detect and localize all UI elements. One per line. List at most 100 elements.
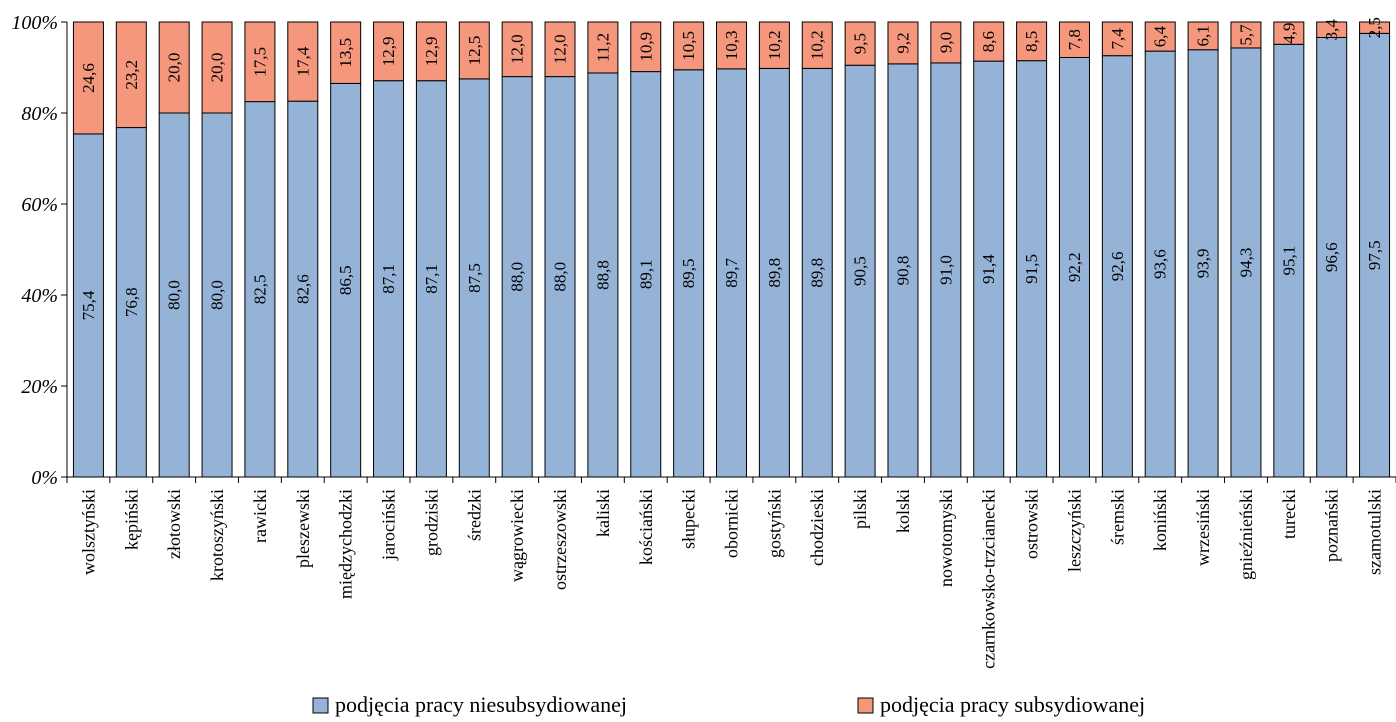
data-label-subsydiowanej: 6,4 [1151, 25, 1170, 47]
data-label-niesubsydiowanej: 82,5 [250, 274, 269, 304]
bar-segment-subsydiowanej [1058, 21, 1090, 58]
category-label: kolski [893, 489, 913, 533]
category-label: rawicki [250, 489, 270, 543]
data-label-subsydiowanej: 12,9 [422, 36, 441, 66]
y-tick-label: 0% [31, 467, 58, 489]
data-label-subsydiowanej: 10,2 [765, 30, 784, 60]
data-label-niesubsydiowanej: 88,0 [551, 262, 570, 292]
data-label-niesubsydiowanej: 89,5 [679, 259, 698, 289]
bar-segment-subsydiowanej [1144, 21, 1176, 52]
category-label: leszczyński [1064, 489, 1084, 572]
data-label-niesubsydiowanej: 89,8 [808, 258, 827, 288]
bar-segment-subsydiowanej [287, 21, 319, 102]
data-label-subsydiowanej: 10,2 [808, 30, 827, 60]
data-label-subsydiowanej: 7,8 [1065, 29, 1084, 50]
bar-segment-niesubsydiowanej [716, 68, 747, 478]
y-tick-label: 40% [21, 285, 58, 307]
bar-segment-subsydiowanej [1230, 21, 1262, 49]
bar-segment-subsydiowanej [330, 21, 362, 84]
bar-segment-subsydiowanej [115, 21, 147, 129]
data-label-subsydiowanej: 8,5 [1022, 31, 1041, 52]
category-label: jarociński [379, 489, 399, 561]
category-label: czarnkowsko-trzcianecki [979, 489, 999, 669]
y-tick-label: 20% [21, 376, 58, 398]
data-label-subsydiowanej: 9,5 [851, 33, 870, 54]
bar-segment-subsydiowanej [887, 21, 919, 65]
data-label-subsydiowanej: 6,1 [1194, 25, 1213, 46]
data-label-niesubsydiowanej: 91,5 [1022, 254, 1041, 284]
bar-segment-niesubsydiowanej [544, 76, 576, 478]
data-label-subsydiowanej: 10,3 [722, 31, 741, 61]
bar-segment-subsydiowanej [72, 21, 104, 135]
bar-segment-subsydiowanej [758, 21, 790, 69]
bar-segment-niesubsydiowanej [630, 71, 662, 478]
data-label-niesubsydiowanej: 94,3 [1236, 248, 1255, 278]
y-tick-label: 80% [21, 103, 58, 125]
data-label-niesubsydiowanej: 97,5 [1365, 240, 1384, 270]
bar-segment-niesubsydiowanej [930, 62, 962, 478]
category-label: koniński [1150, 489, 1170, 551]
data-label-subsydiowanej: 12,0 [551, 34, 570, 64]
bar-segment-niesubsydiowanej [1359, 32, 1391, 478]
bar-segment-niesubsydiowanej [1187, 49, 1219, 478]
bar-segment-niesubsydiowanej [801, 67, 833, 478]
legend-label: podjęcia pracy subsydiowanej [880, 692, 1145, 717]
data-label-niesubsydiowanej: 90,5 [851, 256, 870, 286]
category-label: krotoszyński [207, 489, 227, 581]
data-label-subsydiowanej: 9,2 [893, 32, 912, 53]
data-label-subsydiowanej: 5,7 [1236, 24, 1255, 46]
bar-segment-niesubsydiowanej [115, 127, 147, 478]
category-label: wolsztyński [78, 489, 98, 575]
y-tick-label: 60% [21, 194, 58, 216]
data-label-subsydiowanej: 20,0 [165, 53, 184, 83]
data-label-subsydiowanej: 2,5 [1365, 17, 1384, 38]
bar-segment-subsydiowanej [1316, 21, 1348, 38]
data-label-subsydiowanej: 12,9 [379, 36, 398, 66]
bar-segment-subsydiowanej [801, 21, 833, 69]
data-label-subsydiowanej: 9,0 [936, 32, 955, 53]
data-label-niesubsydiowanej: 76,8 [122, 287, 141, 317]
data-label-subsydiowanej: 17,5 [250, 47, 269, 77]
bar-segment-subsydiowanej [673, 21, 705, 71]
data-label-subsydiowanej: 12,5 [465, 36, 484, 66]
data-label-niesubsydiowanej: 87,1 [379, 264, 398, 294]
bar-segment-niesubsydiowanej [587, 72, 619, 478]
bar-segment-subsydiowanej [630, 21, 662, 73]
bar-segment-niesubsydiowanej [201, 112, 233, 478]
bar-segment-subsydiowanej [844, 21, 876, 66]
bar-segment-subsydiowanej [415, 21, 447, 82]
data-label-niesubsydiowanej: 92,2 [1065, 252, 1084, 282]
category-label: śremski [1107, 489, 1127, 545]
bar-segment-subsydiowanej [930, 21, 962, 64]
bars: 75,4 24,6 76,8 23,2 80,0 20,0 80,0 20,0 82,5 17,5… [72, 17, 1391, 478]
bar-segment-niesubsydiowanej [458, 78, 490, 478]
data-label-niesubsydiowanej: 95,1 [1279, 246, 1298, 276]
bar-segment-niesubsydiowanej [72, 133, 104, 478]
legend: podjęcia pracy niesubsydiowanej podjęcia … [312, 692, 1145, 717]
bar-segment-niesubsydiowanej [1016, 60, 1048, 478]
bar-segment-niesubsydiowanej [330, 82, 362, 478]
bar-segment-niesubsydiowanej [844, 64, 876, 478]
data-label-subsydiowanej: 10,9 [636, 32, 655, 62]
category-label: słupecki [679, 489, 699, 549]
bar-segment-subsydiowanej [373, 21, 405, 82]
bar-segment-subsydiowanej [1101, 21, 1133, 57]
bar-segment-niesubsydiowanej [501, 76, 533, 478]
bar-segment-subsydiowanej [1187, 21, 1219, 51]
legend-label: podjęcia pracy niesubsydiowanej [335, 692, 627, 717]
category-labels: wolsztyński kępiński złotowski krotoszyński… [78, 489, 1384, 669]
category-label: pleszewski [293, 489, 313, 568]
bar-segment-subsydiowanej [587, 21, 619, 74]
bar-segment-subsydiowanej [158, 21, 190, 114]
bar-segment-niesubsydiowanej [1316, 36, 1348, 478]
data-label-subsydiowanej: 10,5 [679, 31, 698, 61]
bar-segment-subsydiowanej [201, 21, 233, 114]
category-label: turecki [1279, 489, 1299, 539]
data-label-niesubsydiowanej: 89,1 [636, 259, 655, 289]
category-label: międzychodzki [336, 489, 356, 599]
category-label: ostrzeszowski [550, 489, 570, 590]
data-label-niesubsydiowanej: 80,0 [165, 280, 184, 310]
data-label-subsydiowanej: 24,6 [79, 63, 98, 93]
